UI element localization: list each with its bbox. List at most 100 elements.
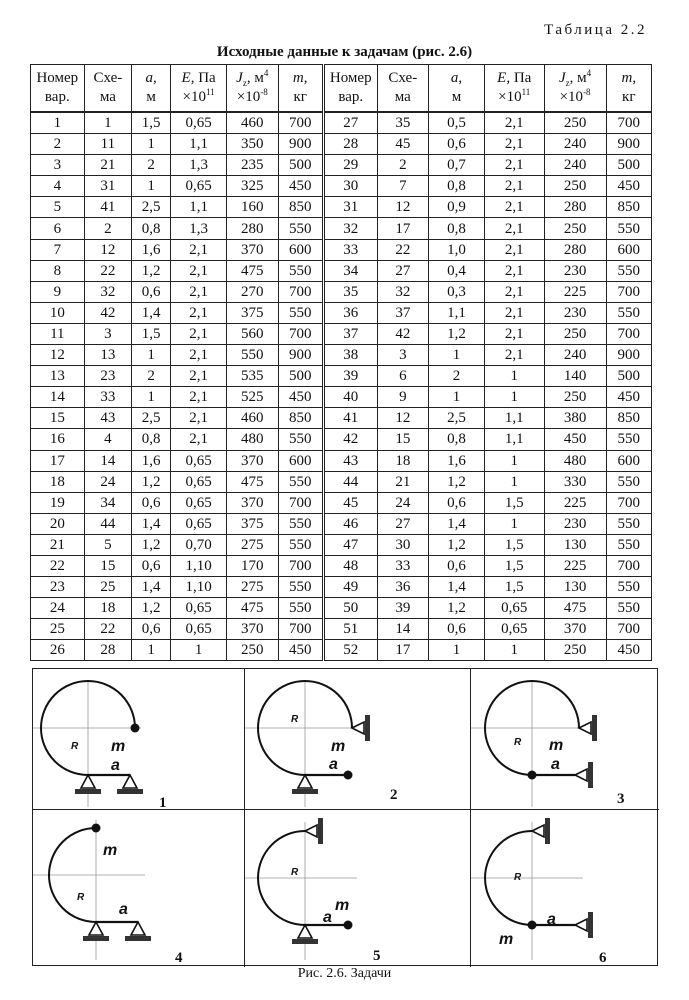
table-cell: 0,6: [428, 554, 485, 578]
table-cell: 0,6: [131, 618, 172, 641]
superscript: -8: [260, 87, 268, 97]
table-cell: 1: [483, 512, 545, 535]
table-row: 23 25 1,4 1,10 275 550 49 36 1,4 1,5 130 550: [30, 576, 653, 599]
table-cell: 1: [483, 449, 545, 472]
column-header: m, кг: [605, 64, 653, 113]
table-cell: 17: [30, 449, 85, 472]
table-cell: 500: [277, 365, 325, 388]
table-cell: 2,1: [483, 238, 545, 261]
table-cell: 32: [376, 280, 430, 303]
table-cell: 1,6: [131, 449, 172, 472]
wall-pin-support-icon: [577, 715, 597, 741]
unit: ×10: [236, 89, 261, 105]
pin-support-icon: [292, 923, 318, 944]
table-cell: 4: [30, 175, 85, 198]
table-cell: 700: [605, 491, 653, 514]
table-cell: 33: [83, 386, 133, 409]
table-cell: 11: [30, 322, 85, 346]
table-cell: 1: [131, 639, 172, 662]
table-cell: 550: [605, 259, 653, 282]
symbol: a: [145, 70, 154, 86]
table-cell: 0,65: [170, 512, 227, 535]
unit: ×10: [498, 89, 522, 105]
table-cell: 140: [543, 365, 607, 388]
table-cell: 2,1: [483, 175, 545, 198]
table-cell: 600: [277, 449, 325, 472]
label-number: 5: [373, 948, 381, 964]
table-cell: 1: [30, 111, 85, 135]
table-cell: 31: [322, 196, 378, 219]
table-cell: 250: [543, 386, 607, 409]
table-cell: 240: [543, 133, 607, 156]
label-R: R: [291, 867, 299, 878]
table-cell: 2: [131, 154, 172, 177]
table-cell: 0,5: [428, 111, 485, 135]
superscript: 11: [521, 87, 531, 97]
table-cell: 600: [605, 449, 653, 472]
table-cell: 3: [83, 322, 133, 346]
table-cell: 20: [30, 512, 85, 535]
column-header: Номер вар.: [322, 64, 378, 113]
table-cell: 1: [428, 344, 485, 367]
table-cell: 535: [225, 365, 279, 388]
table-cell: 36: [322, 301, 378, 324]
table-cell: 1,5: [131, 111, 172, 135]
table-cell: 550: [605, 301, 653, 324]
table-cell: 4: [83, 428, 133, 451]
table-row: 10 42 1,4 2,1 375 550 36 37 1,1 2,1 230 550: [30, 301, 653, 324]
table-cell: 27: [376, 259, 430, 282]
table-cell: 23: [30, 576, 85, 599]
table-cell: 1: [428, 639, 485, 662]
table-cell: 15: [83, 554, 133, 578]
column-header-bottom: ×1011: [485, 88, 544, 107]
table-cell: 2,1: [483, 217, 545, 240]
column-header-bottom: ×1011: [171, 88, 226, 107]
table-cell: 2: [83, 217, 133, 240]
table-cell: 1,2: [428, 322, 485, 346]
pin-support-icon: [117, 773, 143, 794]
label-R: R: [514, 737, 522, 748]
label-m: m: [549, 737, 563, 754]
symbol: a: [450, 70, 459, 86]
table-cell: 2,1: [483, 344, 545, 367]
superscript: -8: [583, 87, 591, 97]
table-cell: 38: [322, 344, 378, 367]
pin-support-icon: [125, 920, 151, 941]
table-cell: 1,4: [131, 576, 172, 599]
table-cell: 130: [543, 533, 607, 556]
table-cell: 1: [83, 111, 133, 135]
table-cell: 10: [30, 301, 85, 324]
table-cell: 1: [131, 175, 172, 198]
table-cell: 235: [225, 154, 279, 177]
label: Номер: [36, 70, 79, 86]
column-header: Номер вар.: [30, 64, 85, 113]
unit: ×10: [559, 89, 584, 105]
point-mass-icon: [343, 770, 353, 780]
table-cell: 21: [30, 533, 85, 556]
wall-pin-support-icon: [350, 715, 370, 741]
wall-pin-support-icon: [530, 818, 550, 844]
figure-caption: Рис. 2.6. Задачи: [297, 966, 392, 981]
table-cell: 25: [83, 576, 133, 599]
column-header-bottom: м: [132, 88, 170, 107]
table-cell: 0,3: [428, 280, 485, 303]
table-cell: 6: [30, 217, 85, 240]
table-cell: 1,3: [170, 217, 227, 240]
table-cell: 39: [322, 365, 378, 388]
table-cell: 40: [322, 386, 378, 409]
column-header-top: Номер: [31, 69, 84, 88]
table-cell: 2,1: [483, 111, 545, 135]
table-cell: 0,6: [131, 491, 172, 514]
table-row: 2 11 1 1,1 350 900 28 45 0,6 2,1 240 900: [30, 133, 653, 156]
table-cell: 28: [83, 639, 133, 662]
table-cell: 0,8: [428, 217, 485, 240]
table-cell: 30: [376, 533, 430, 556]
table-cell: 43: [83, 407, 133, 430]
table-cell: 1,1: [170, 133, 227, 156]
table-cell: 6: [376, 365, 430, 388]
table-cell: 41: [83, 196, 133, 219]
table-cell: 240: [543, 154, 607, 177]
table-cell: 9: [376, 386, 430, 409]
